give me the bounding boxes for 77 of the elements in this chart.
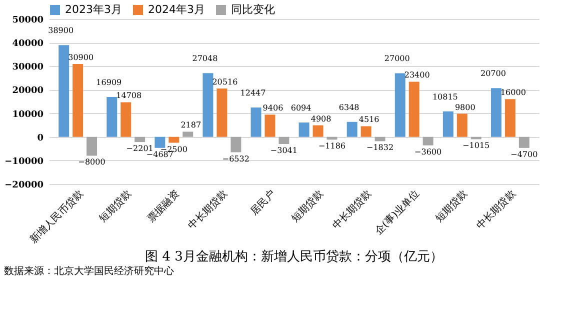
y-tick-label: 0 (37, 133, 44, 144)
data-label: 2187 (180, 120, 202, 130)
bar (250, 108, 262, 137)
x-tick-label: 短期贷款 (289, 188, 326, 225)
x-tick-label: 居民户 (248, 188, 278, 218)
legend-label: 2023年3月 (65, 3, 122, 16)
x-tick-label: 中长期贷款 (474, 188, 518, 232)
x-tick-label: 中长期贷款 (186, 188, 230, 232)
data-label: 6094 (290, 103, 312, 112)
bar (202, 73, 214, 137)
bar (394, 73, 406, 137)
x-tick-label: 新增人民币贷款 (28, 188, 86, 246)
data-label: 4908 (310, 114, 332, 124)
y-tick-label: 10000 (12, 110, 44, 120)
bar (58, 45, 70, 137)
bar (120, 102, 132, 137)
data-label: −6532 (222, 154, 250, 164)
legend-label: 2024年3月 (148, 3, 205, 16)
bar (408, 82, 420, 137)
data-label: −2201 (126, 144, 154, 154)
data-label: −4700 (510, 150, 538, 159)
y-tick-label: 30000 (12, 62, 44, 73)
bar (86, 136, 98, 156)
data-label: −3600 (414, 147, 442, 156)
bar (106, 97, 118, 137)
bar (134, 136, 146, 142)
y-tick-label: −20000 (4, 180, 44, 190)
y-tick-label: −10000 (4, 156, 44, 167)
bar (298, 122, 310, 137)
data-label: 16000 (500, 88, 526, 98)
bar (360, 126, 372, 137)
bar (490, 88, 502, 137)
bar (312, 125, 324, 137)
x-tick-label: 中长期贷款 (330, 188, 374, 232)
data-label: 27048 (192, 54, 218, 64)
x-tick-label: 票据融资 (144, 188, 182, 225)
bar (182, 132, 194, 137)
data-label: 9800 (454, 102, 476, 112)
y-tick-label: 20000 (12, 86, 44, 96)
bar (72, 64, 84, 137)
data-label: 12447 (240, 88, 266, 98)
x-tick-label: 短期贷款 (433, 188, 470, 225)
bar (422, 136, 434, 146)
data-label: −3041 (270, 146, 298, 156)
bar (518, 136, 530, 148)
data-label: 23400 (404, 70, 430, 80)
x-tick-label: 企(事)业单位 (372, 188, 422, 238)
bar (154, 136, 166, 148)
bar (456, 114, 468, 137)
x-tick-label: 短期贷款 (96, 188, 134, 225)
data-label: 20700 (480, 69, 506, 78)
data-label: 4516 (358, 115, 380, 124)
bar (346, 122, 358, 137)
y-tick-label: 50000 (12, 16, 44, 26)
data-label: 14708 (116, 91, 142, 100)
bar (230, 136, 242, 152)
data-label: 27000 (384, 54, 410, 64)
data-label: 16909 (96, 78, 122, 87)
bar (374, 136, 386, 142)
data-label: −1015 (462, 141, 490, 150)
data-label: 38900 (48, 26, 74, 36)
legend-label: 同比变化 (231, 3, 275, 16)
bar (264, 114, 276, 137)
data-label: −8000 (78, 158, 106, 167)
data-label: −1186 (318, 142, 346, 151)
bar (504, 99, 516, 137)
data-label: 9406 (262, 104, 284, 113)
text: 图 4 3月金融机构：新增人民币贷款：分项（亿元） (145, 250, 443, 265)
bar (442, 111, 454, 137)
bar (278, 136, 290, 144)
bar (168, 136, 180, 143)
data-label: 10815 (432, 92, 458, 102)
y-tick-label: 40000 (12, 39, 44, 50)
data-label: −1832 (366, 143, 394, 152)
bar (216, 88, 228, 137)
data-label: 6348 (338, 102, 360, 112)
source-note: 数据来源：北京大学国民经济研究中心 (4, 265, 175, 278)
